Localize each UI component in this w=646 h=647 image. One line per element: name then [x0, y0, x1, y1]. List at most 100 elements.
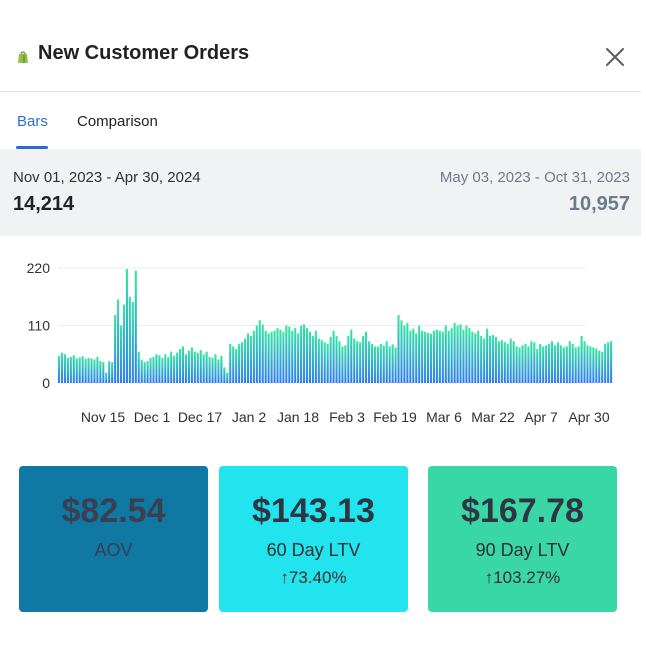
chart-bar[interactable] [111, 362, 114, 383]
chart-bar[interactable] [483, 338, 486, 383]
chart-bar[interactable] [58, 355, 61, 383]
chart-bar[interactable] [542, 346, 545, 383]
chart-bar[interactable] [199, 350, 202, 383]
chart-bar[interactable] [131, 301, 134, 383]
chart-bar[interactable] [607, 342, 610, 383]
chart-bar[interactable] [521, 345, 524, 383]
chart-bar[interactable] [424, 331, 427, 383]
chart-bar[interactable] [93, 359, 96, 383]
chart-bar[interactable] [601, 351, 604, 383]
chart-bar[interactable] [317, 338, 320, 383]
chart-bar[interactable] [173, 355, 176, 383]
chart-bar[interactable] [75, 358, 78, 383]
chart-bar[interactable] [527, 346, 530, 383]
chart-bar[interactable] [394, 347, 397, 383]
chart-bar[interactable] [146, 361, 149, 383]
chart-bar[interactable] [320, 340, 323, 383]
chart-bar[interactable] [595, 348, 598, 384]
chart-bar[interactable] [338, 341, 341, 383]
chart-bar[interactable] [571, 343, 574, 383]
chart-bar[interactable] [60, 352, 64, 383]
chart-bar[interactable] [568, 341, 571, 383]
chart-bar[interactable] [258, 320, 261, 383]
chart-bar[interactable] [102, 362, 105, 383]
chart-bar[interactable] [373, 346, 376, 383]
tab-bars[interactable]: Bars [17, 113, 48, 130]
chart-bar[interactable] [486, 328, 489, 383]
chart-bar[interactable] [376, 346, 379, 383]
chart-bar[interactable] [249, 335, 252, 383]
chart-bar[interactable] [589, 346, 592, 383]
chart-bar[interactable] [412, 328, 415, 383]
chart-bar[interactable] [193, 351, 196, 383]
chart-bar[interactable] [167, 356, 170, 383]
ltv-60-card[interactable]: $143.13 60 Day LTV ↑73.40% [219, 466, 408, 612]
chart-bar[interactable] [69, 356, 72, 383]
chart-bar[interactable] [565, 346, 568, 383]
chart-bar[interactable] [450, 328, 453, 383]
chart-bar[interactable] [533, 342, 536, 383]
chart-bar[interactable] [397, 315, 400, 383]
chart-bar[interactable] [598, 350, 601, 383]
chart-bar[interactable] [300, 325, 303, 384]
chart-bar[interactable] [282, 331, 285, 383]
chart-bar[interactable] [235, 349, 238, 383]
chart-bar[interactable] [444, 325, 447, 384]
chart-bar[interactable] [243, 338, 247, 383]
chart-bar[interactable] [438, 330, 441, 383]
chart-bar[interactable] [515, 346, 518, 383]
chart-bar[interactable] [548, 343, 551, 383]
chart-bar[interactable] [134, 270, 137, 383]
chart-bar[interactable] [388, 346, 391, 383]
chart-bar[interactable] [545, 345, 548, 383]
chart-bar[interactable] [441, 331, 444, 383]
chart-bar[interactable] [87, 357, 90, 383]
chart-bar[interactable] [128, 296, 131, 383]
chart-bar[interactable] [477, 330, 480, 383]
chart-bar[interactable] [217, 359, 220, 383]
chart-bar[interactable] [518, 347, 521, 383]
chart-bar[interactable] [447, 330, 450, 383]
chart-bar[interactable] [362, 335, 365, 383]
chart-bar[interactable] [592, 347, 595, 383]
chart-bar[interactable] [559, 345, 562, 383]
chart-bar[interactable] [273, 330, 276, 383]
chart-bar[interactable] [238, 343, 241, 383]
chart-bar[interactable] [63, 354, 66, 383]
chart-bar[interactable] [329, 337, 332, 383]
chart-bar[interactable] [474, 333, 477, 383]
chart-bar[interactable] [143, 362, 146, 383]
chart-bar[interactable] [170, 351, 173, 383]
chart-bar[interactable] [462, 329, 465, 383]
chart-bar[interactable] [208, 356, 211, 383]
chart-bar[interactable] [252, 330, 255, 383]
chart-bar[interactable] [574, 347, 577, 383]
chart-bar[interactable] [229, 343, 232, 383]
chart-bar[interactable] [379, 343, 382, 383]
chart-bar[interactable] [403, 325, 406, 384]
chart-bar[interactable] [114, 315, 117, 383]
chart-bar[interactable] [494, 337, 497, 383]
chart-bar[interactable] [164, 354, 167, 383]
chart-bar[interactable] [491, 334, 495, 383]
chart-bar[interactable] [456, 325, 459, 384]
chart-bar[interactable] [305, 328, 309, 383]
chart-bar[interactable] [125, 269, 128, 383]
chart-bar[interactable] [344, 345, 347, 383]
chart-bar[interactable] [382, 345, 385, 383]
chart-bar[interactable] [427, 332, 430, 383]
tab-comparison[interactable]: Comparison [77, 113, 158, 130]
chart-bar[interactable] [202, 354, 205, 383]
chart-bar[interactable] [176, 352, 179, 383]
chart-bar[interactable] [365, 331, 368, 383]
chart-bar[interactable] [267, 333, 270, 383]
chart-bar[interactable] [152, 356, 155, 383]
chart-bar[interactable] [435, 329, 438, 383]
chart-bar[interactable] [108, 361, 111, 383]
chart-bar[interactable] [303, 324, 306, 383]
chart-bar[interactable] [187, 350, 190, 383]
chart-bar[interactable] [137, 351, 140, 383]
chart-bar[interactable] [66, 357, 69, 383]
chart-bar[interactable] [326, 343, 329, 383]
close-icon[interactable] [601, 43, 629, 71]
